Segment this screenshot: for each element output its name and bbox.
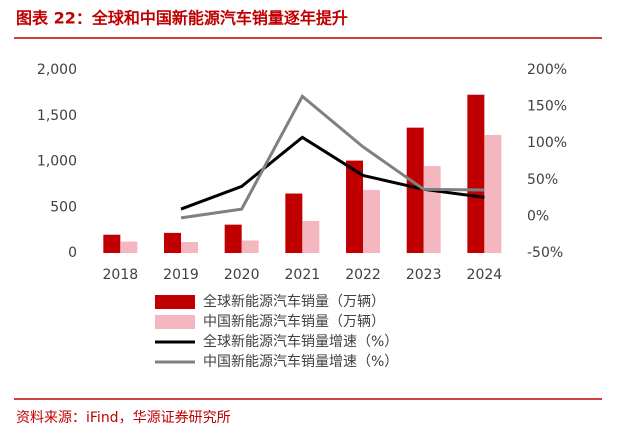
source: 资料来源：iFind，华源证券研究所: [16, 410, 231, 426]
bar: [120, 241, 138, 253]
x-tick-label: 2024: [467, 267, 503, 283]
bar: [467, 94, 485, 253]
y-tick-label: 1,500: [37, 108, 77, 124]
bar: [224, 224, 242, 253]
line: [180, 94, 485, 220]
y2-tick-label: -50%: [527, 245, 563, 261]
bar: [302, 220, 320, 253]
x-tick-label: 2022: [345, 267, 381, 283]
x-tick-label: 2023: [406, 267, 442, 283]
legend-label: 全球新能源汽车销量（万辆）: [203, 293, 385, 310]
bar: [423, 166, 441, 253]
bar: [103, 234, 121, 253]
legend-label: 中国新能源汽车销量（万辆）: [203, 313, 385, 330]
legend-label: 全球新能源汽车销量增速（%）: [203, 333, 398, 350]
y-tick-label: 0: [68, 245, 77, 261]
y-tick-label: 1,000: [37, 154, 77, 170]
x-tick-label: 2020: [224, 267, 260, 283]
y2-tick-label: 150%: [527, 99, 567, 115]
x-tick-label: 2019: [163, 267, 199, 283]
y2-tick-label: 100%: [527, 135, 567, 151]
bar: [285, 193, 303, 253]
y-tick-label: 2,000: [37, 62, 77, 78]
legend-swatch: [155, 315, 195, 329]
legend-label: 中国新能源汽车销量增速（%）: [203, 353, 398, 370]
y-tick-label: 500: [50, 199, 77, 215]
bar: [484, 134, 502, 253]
y2-tick-label: 50%: [527, 172, 558, 188]
bar: [241, 240, 259, 253]
bar: [181, 242, 199, 253]
y2-tick-label: 0%: [527, 208, 549, 224]
x-tick-label: 2018: [103, 267, 139, 283]
chart-title: 图表 22：全球和中国新能源汽车销量逐年提升: [16, 9, 348, 28]
x-tick-label: 2021: [285, 267, 321, 283]
y2-tick-label: 200%: [527, 62, 567, 78]
legend-swatch: [155, 295, 195, 309]
bar: [164, 232, 182, 253]
bar: [406, 127, 424, 253]
bar: [346, 160, 364, 253]
bar: [363, 189, 381, 253]
